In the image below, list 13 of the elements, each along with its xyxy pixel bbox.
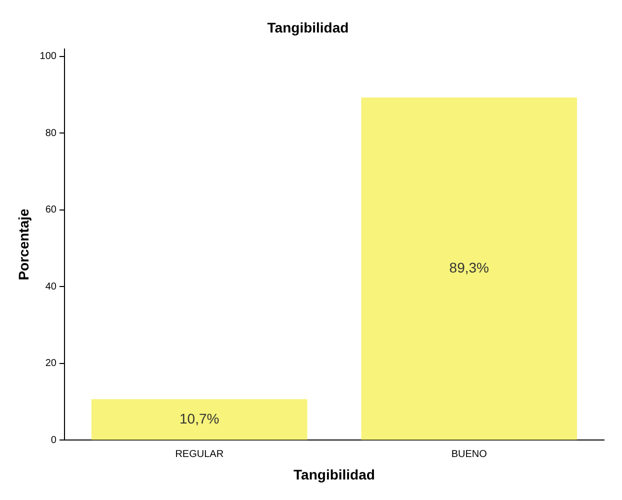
data-label: 10,7% (180, 410, 220, 426)
data-label: 89,3% (449, 259, 489, 276)
y-tick-label: 100 (40, 51, 57, 62)
y-tick-label: 60 (45, 204, 57, 216)
y-axis-title: Porcentaje (15, 208, 32, 280)
x-tick-label: BUENO (451, 448, 488, 460)
y-tick-label: 80 (45, 128, 57, 139)
y-tick-label: 20 (45, 358, 57, 370)
x-axis-title: Tangibilidad (294, 466, 375, 482)
y-tick-label: 0 (50, 434, 57, 446)
y-tick-label: 40 (45, 281, 57, 292)
chart-title: Tangibilidad (267, 19, 349, 36)
x-tick-label: REGULAR (175, 448, 224, 460)
